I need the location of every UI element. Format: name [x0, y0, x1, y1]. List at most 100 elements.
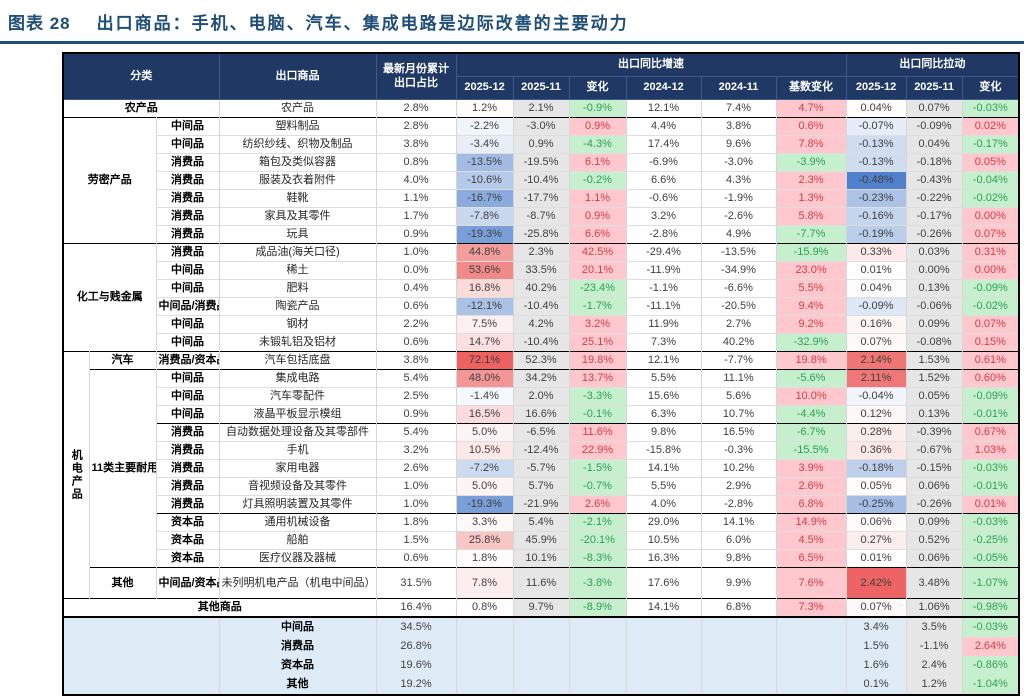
share-cell: 1.0%	[376, 477, 457, 496]
product-cell: 手机	[219, 441, 377, 460]
growth-cell: 19.8%	[569, 351, 627, 370]
share-cell: 2.8%	[376, 117, 457, 136]
pull-cell: 0.06%	[845, 513, 907, 532]
share-cell: 1.8%	[376, 513, 457, 532]
share-cell: 1.0%	[376, 243, 457, 262]
product-cell: 医疗仪器及器械	[219, 549, 377, 568]
header-growth-group: 出口同比增速	[455, 52, 847, 77]
growth-cell: 14.7%	[455, 333, 514, 352]
growth-cell	[625, 675, 702, 695]
share-cell: 0.8%	[376, 153, 457, 172]
growth-cell: 2.6%	[569, 495, 627, 514]
type-cell: 中间品	[156, 315, 220, 334]
share-cell: 16.4%	[376, 598, 457, 617]
growth-cell	[455, 675, 514, 695]
summary-row: 其他 19.2% 0.1% 1.2% -1.04%	[63, 675, 1020, 695]
growth-cell: -21.9%	[513, 495, 570, 514]
pull-cell: 0.02%	[962, 117, 1020, 136]
growth-cell	[569, 637, 627, 656]
growth-cell: 4.2%	[513, 315, 570, 334]
pull-cell: -0.39%	[906, 423, 963, 442]
product-cell: 稀土	[219, 261, 377, 280]
figure-title-text: 出口商品：手机、电脑、汽车、集成电路是边际改善的主要动力	[96, 14, 629, 33]
growth-cell: 19.8%	[776, 351, 847, 370]
growth-cell: 4.0%	[625, 495, 702, 514]
growth-cell: 25.1%	[569, 333, 627, 352]
share-cell: 19.2%	[376, 675, 457, 695]
summary-empty-cell	[63, 656, 220, 675]
growth-cell: -0.1%	[569, 405, 627, 424]
pull-cell: 1.03%	[962, 441, 1020, 460]
pull-cell: 0.07%	[906, 99, 963, 118]
growth-cell	[513, 675, 570, 695]
header-growth-change: 变化	[568, 76, 627, 100]
pull-cell: 2.64%	[962, 637, 1020, 656]
growth-cell: 10.2%	[701, 459, 777, 478]
pull-cell: 0.05%	[962, 153, 1020, 172]
growth-cell: -3.8%	[569, 567, 627, 599]
growth-cell: 6.8%	[701, 598, 777, 617]
growth-cell: -7.7%	[776, 225, 847, 244]
share-cell: 34.5%	[376, 616, 457, 637]
growth-cell: 52.3%	[513, 351, 570, 370]
summary-empty-cell	[63, 675, 220, 695]
table-row: 中间品/消费品陶瓷产品0.6%-12.1%-10.4%-1.7%-11.1%-2…	[63, 297, 1020, 316]
growth-cell	[455, 656, 514, 675]
pull-cell: -0.18%	[845, 459, 907, 478]
growth-cell: -10.4%	[513, 297, 570, 316]
growth-cell: 5.5%	[776, 279, 847, 298]
growth-cell: -0.9%	[569, 99, 627, 118]
table-row: 消费品 手机 3.2% 10.5% -12.4% 22.9% -15.8% -0.3% -15.…	[63, 441, 1020, 460]
growth-cell: 11.1%	[701, 369, 777, 388]
product-cell: 通用机械设备	[219, 513, 377, 532]
growth-cell	[776, 675, 847, 695]
header-pull-change: 变化	[961, 76, 1020, 100]
summary-label-cell: 消费品	[219, 637, 377, 656]
pull-cell: 0.06%	[906, 549, 963, 568]
pull-cell: -0.25%	[962, 531, 1020, 550]
title-rule	[0, 41, 1024, 44]
share-cell: 3.8%	[376, 135, 457, 154]
table-row: 中间品 钢材 2.2% 7.5% 4.2% 3.2% 11.9% 2.7% 9.2% 0.16% 0…	[63, 315, 1020, 334]
growth-cell: 16.5%	[701, 423, 777, 442]
growth-cell	[513, 637, 570, 656]
growth-cell: 4.7%	[776, 99, 847, 118]
category-cell: 汽车	[89, 351, 157, 370]
growth-cell: 2.0%	[513, 387, 570, 406]
pull-cell: -0.03%	[962, 99, 1020, 118]
pull-cell: 0.1%	[845, 675, 907, 695]
type-cell: 消费品	[156, 459, 220, 478]
growth-cell: 10.5%	[455, 441, 514, 460]
growth-cell: 34.2%	[513, 369, 570, 388]
table-row: 中间品 液晶平板显示模组 0.9% 16.5% 16.6% -0.1% 6.3% 10.7% -…	[63, 405, 1020, 424]
growth-cell: -0.2%	[569, 171, 627, 190]
pull-cell: 0.07%	[962, 225, 1020, 244]
growth-cell: 9.4%	[776, 297, 847, 316]
pull-cell: -1.1%	[906, 637, 963, 656]
figure-label: 图表 28	[8, 14, 71, 33]
pull-cell: 0.13%	[906, 405, 963, 424]
pull-cell: -0.18%	[906, 153, 963, 172]
table-row: 农产品 农产品 2.8% 1.2% 2.1% -0.9% 12.1% 7.4% 4.7% 0.04…	[63, 99, 1020, 118]
product-cell: 钢材	[219, 315, 377, 334]
growth-cell: 0.9%	[569, 207, 627, 226]
growth-cell: -0.7%	[569, 477, 627, 496]
pull-cell: -0.06%	[906, 297, 963, 316]
growth-cell	[625, 637, 702, 656]
growth-cell: -4.3%	[569, 135, 627, 154]
growth-cell: -6.5%	[513, 423, 570, 442]
pull-cell: 0.00%	[962, 207, 1020, 226]
pull-cell: 0.09%	[906, 513, 963, 532]
growth-cell: 7.8%	[455, 567, 514, 599]
growth-cell: 5.6%	[701, 387, 777, 406]
growth-cell: 5.8%	[776, 207, 847, 226]
pull-cell: -0.17%	[962, 135, 1020, 154]
pull-cell: -1.04%	[962, 675, 1020, 695]
product-cell: 音视频设备及其零件	[219, 477, 377, 496]
product-cell: 农产品	[219, 99, 377, 118]
pull-cell: 0.09%	[906, 315, 963, 334]
growth-cell: 7.5%	[455, 315, 514, 334]
growth-cell	[569, 656, 627, 675]
type-cell: 中间品/资本品	[156, 567, 220, 599]
growth-cell: 1.3%	[776, 189, 847, 208]
